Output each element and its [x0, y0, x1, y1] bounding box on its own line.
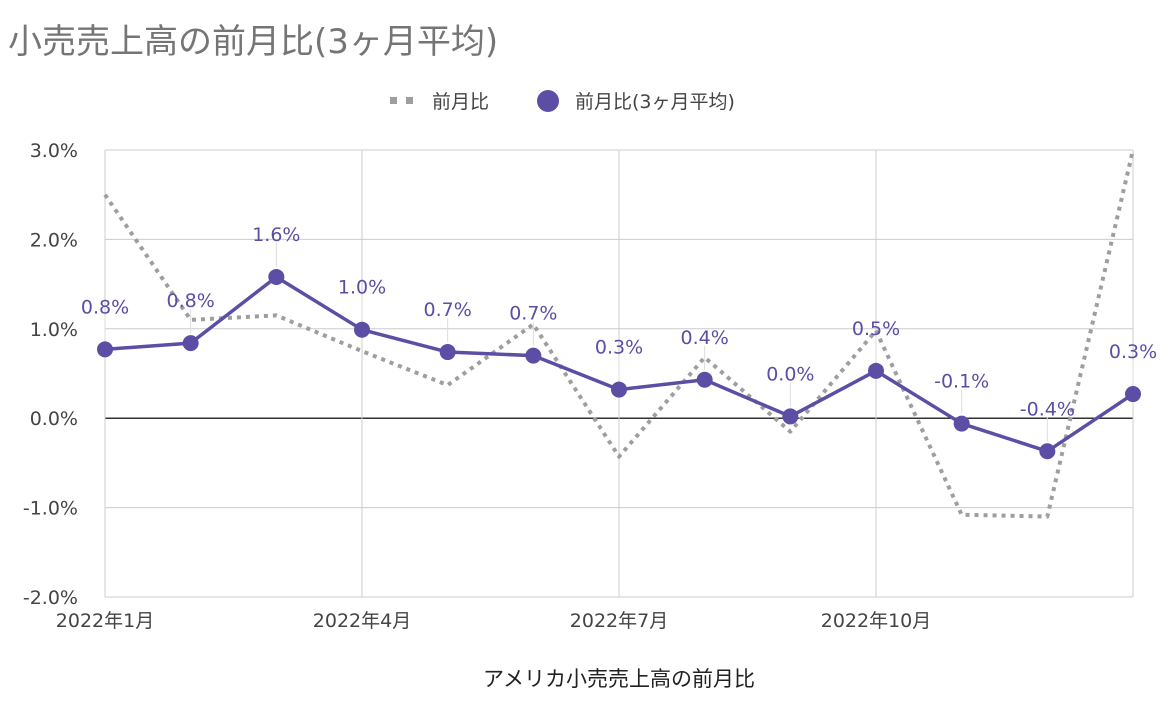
data-label: 1.6% [252, 224, 300, 246]
data-point-3m-average[interactable] [354, 321, 370, 338]
data-point-3m-average[interactable] [182, 335, 199, 352]
x-axis-title: アメリカ小売売上高の前月比 [483, 667, 755, 691]
x-tick-label: 2022年4月 [313, 610, 411, 632]
x-tick-label: 2022年10月 [821, 610, 932, 632]
y-tick-label: 1.0% [30, 319, 78, 341]
data-point-3m-average[interactable] [782, 408, 799, 425]
data-point-3m-average[interactable] [268, 268, 285, 285]
y-tick-label: 0.0% [30, 408, 78, 430]
series-line-monthly [103, 149, 1135, 519]
data-label: 0.0% [766, 363, 814, 385]
y-axis-ticks: -2.0% -1.0% 0.0% 1.0% 2.0% 3.0% [23, 140, 78, 609]
data-label: 0.7% [509, 303, 557, 325]
data-point-3m-average[interactable] [868, 362, 884, 379]
data-label: 0.5% [852, 318, 900, 340]
legend-item-3m-average[interactable]: 前月比(3ヶ月平均) [537, 90, 735, 113]
data-label: 0.8% [81, 296, 129, 318]
data-point-3m-average[interactable] [953, 415, 970, 432]
data-label: 1.0% [338, 277, 386, 299]
legend[interactable]: 前月比 前月比(3ヶ月平均) [390, 90, 735, 113]
y-tick-label: -2.0% [23, 587, 78, 609]
data-label: 0.8% [167, 290, 215, 312]
data-point-3m-average[interactable] [97, 341, 113, 358]
chart-title: 小売売上高の前月比(3ヶ月平均) [8, 22, 499, 62]
data-point-3m-average[interactable] [1039, 443, 1056, 460]
data-label: 0.3% [595, 337, 643, 359]
data-label: -0.1% [934, 371, 989, 393]
y-tick-label: 3.0% [30, 140, 78, 162]
legend-label-monthly: 前月比 [432, 91, 489, 113]
legend-item-monthly[interactable]: 前月比 [390, 91, 489, 113]
data-label: 0.7% [424, 299, 472, 321]
data-point-3m-average[interactable] [696, 371, 713, 388]
series-layer [97, 149, 1141, 519]
data-point-3m-average[interactable] [1125, 386, 1141, 403]
legend-swatch-monthly [390, 97, 397, 104]
data-labels: 0.8% 0.8% 1.6% 1.0% 0.7% 0.7% 0.3% 0.4% 0.0% 0.5%… [81, 224, 1157, 442]
x-tick-label: 2022年1月 [56, 610, 154, 632]
y-tick-label: -1.0% [23, 498, 78, 520]
data-point-3m-average[interactable] [439, 344, 456, 361]
data-label: 0.4% [681, 327, 729, 349]
legend-swatch-3m-average [537, 90, 559, 112]
data-point-3m-average[interactable] [611, 381, 627, 398]
data-label: 0.3% [1109, 341, 1157, 363]
legend-swatch-monthly-2 [406, 97, 413, 104]
y-tick-label: 2.0% [30, 229, 78, 251]
x-axis-ticks: 2022年1月 2022年4月 2022年7月 2022年10月 [56, 610, 931, 632]
data-point-3m-average[interactable] [525, 347, 542, 364]
legend-label-3m-average: 前月比(3ヶ月平均) [575, 91, 735, 113]
data-label: -0.4% [1020, 398, 1075, 420]
x-tick-label: 2022年7月 [570, 610, 668, 632]
